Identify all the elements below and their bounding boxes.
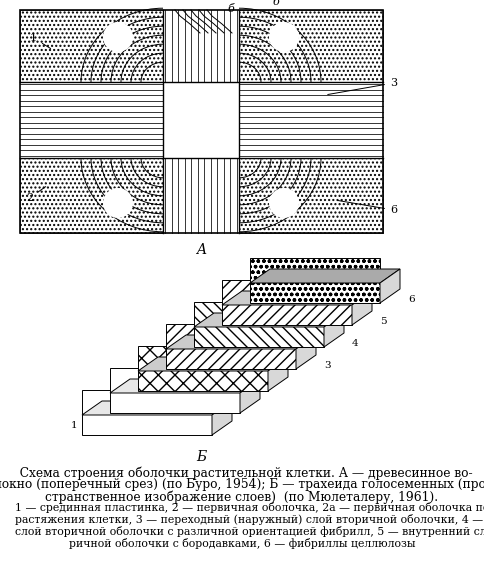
Polygon shape <box>212 401 231 435</box>
Polygon shape <box>351 291 371 325</box>
Text: 3: 3 <box>327 78 396 95</box>
Text: б: б <box>227 4 234 14</box>
Text: 4: 4 <box>351 340 358 349</box>
Text: 2: 2 <box>26 187 45 203</box>
Polygon shape <box>110 379 259 393</box>
Bar <box>20 10 163 82</box>
Text: странственное изображение слоев)  (по Мюлеталеру, 1961).: странственное изображение слоев) (по Мюл… <box>45 490 438 504</box>
Ellipse shape <box>269 188 298 218</box>
Polygon shape <box>222 291 371 305</box>
Text: 1: 1 <box>70 421 77 430</box>
Polygon shape <box>379 269 399 303</box>
Text: 2: 2 <box>98 399 105 408</box>
Ellipse shape <box>182 102 219 138</box>
Text: слой вторичной оболочки с различной ориентацией фибрилл, 5 — внутренний слой вто: слой вторичной оболочки с различной орие… <box>15 526 484 537</box>
Text: 2a: 2a <box>120 377 133 386</box>
Text: 3: 3 <box>323 362 330 371</box>
Polygon shape <box>323 313 343 347</box>
Text: 6: 6 <box>337 200 396 215</box>
Text: растяжения клетки, 3 — переходный (наружный) слой вторичной оболочки, 4 — средни: растяжения клетки, 3 — переходный (наруж… <box>15 514 484 525</box>
Polygon shape <box>295 335 316 369</box>
Text: Схема строения оболочки растительной клетки. А — древесинное во-: Схема строения оболочки растительной кле… <box>12 466 471 479</box>
Text: Б: Б <box>196 450 206 464</box>
Polygon shape <box>240 379 259 413</box>
Text: A: A <box>196 243 206 257</box>
Text: 1 — срединная пластинка, 2 — первичная оболочка, 2а — первичная оболочка после ф: 1 — срединная пластинка, 2 — первичная о… <box>15 502 484 513</box>
Polygon shape <box>249 269 399 283</box>
Text: б: б <box>272 0 279 7</box>
Polygon shape <box>82 401 231 415</box>
Bar <box>194 302 323 347</box>
Bar <box>239 158 382 233</box>
Polygon shape <box>268 357 287 391</box>
Bar <box>239 10 382 82</box>
Bar <box>222 280 351 325</box>
Polygon shape <box>138 357 287 371</box>
Text: локно (поперечный срез) (по Буро, 1954); Б — трахеида голосеменных (про-: локно (поперечный срез) (по Буро, 1954);… <box>0 478 484 491</box>
Bar <box>82 390 212 435</box>
Polygon shape <box>166 335 316 349</box>
Ellipse shape <box>269 22 298 52</box>
Text: 1: 1 <box>30 33 50 49</box>
Bar <box>166 324 295 369</box>
Ellipse shape <box>103 22 133 52</box>
Bar <box>110 368 240 413</box>
Ellipse shape <box>103 188 133 218</box>
Polygon shape <box>194 313 343 327</box>
Text: 6: 6 <box>407 296 414 305</box>
Text: 5: 5 <box>379 318 386 327</box>
Bar <box>138 346 268 391</box>
Bar <box>20 10 382 233</box>
Text: ричной оболочки с бородавками, 6 — фибриллы целлюлозы: ричной оболочки с бородавками, 6 — фибри… <box>69 538 414 549</box>
Bar <box>249 258 379 303</box>
Bar <box>20 158 163 233</box>
